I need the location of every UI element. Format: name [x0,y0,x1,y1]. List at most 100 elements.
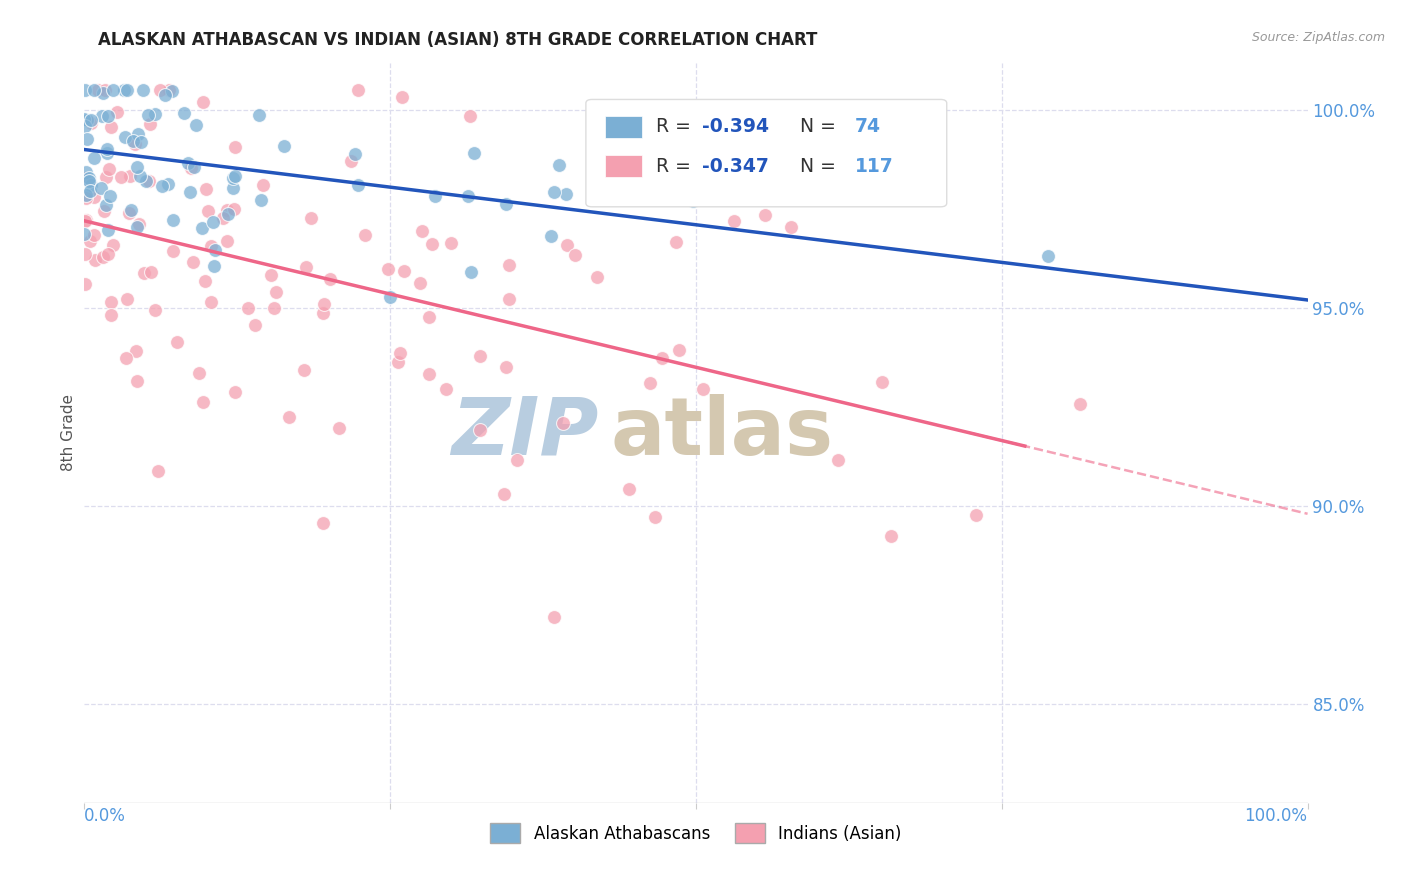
Point [295,260,318,275]
Point [682,194,704,208]
Point [129,135,152,149]
Point [498,292,520,306]
Point [83,253,105,268]
Point [457,189,479,203]
Point [1036,249,1059,263]
Point [191,95,214,109]
Point [120,203,142,218]
Point [90,109,112,123]
Point [555,187,578,202]
Point [644,510,666,524]
Point [180,161,202,175]
Text: N =: N = [787,157,842,176]
Point [468,349,491,363]
Point [83,227,105,242]
Point [495,359,517,374]
Point [779,219,801,234]
Point [125,343,148,358]
Point [224,169,246,184]
Point [617,482,640,496]
Point [97,247,120,261]
Point [418,367,440,381]
Point [388,346,411,360]
Point [222,171,245,186]
Point [105,105,128,120]
Point [75,170,97,185]
Point [83,83,105,97]
Point [83,151,105,165]
Point [76,132,98,146]
Point [79,184,101,198]
Point [183,160,205,174]
Point [97,109,120,123]
Point [80,178,103,192]
Point [506,453,529,467]
Text: R =: R = [655,118,696,136]
Point [420,236,443,251]
Point [553,416,575,430]
Text: 74: 74 [855,118,882,136]
Point [1069,397,1091,411]
Text: 0.0%: 0.0% [84,806,127,825]
Point [264,285,287,299]
Point [273,138,295,153]
Point [75,192,97,206]
Point [328,421,350,435]
Point [247,108,270,122]
Text: -0.394: -0.394 [702,118,769,136]
Point [224,385,246,400]
Point [80,113,103,128]
FancyBboxPatch shape [606,116,643,138]
Point [387,355,409,369]
Point [547,158,569,172]
Point [193,395,215,409]
Point [127,161,149,175]
Point [179,185,201,199]
Point [118,169,141,184]
Point [139,265,162,279]
Point [278,409,301,424]
Text: -0.347: -0.347 [702,157,769,176]
Point [409,276,432,290]
FancyBboxPatch shape [586,99,946,207]
Point [458,110,481,124]
Point [347,178,370,192]
Point [319,272,342,286]
FancyBboxPatch shape [606,155,643,178]
Point [91,250,114,264]
Point [93,204,115,219]
Point [143,302,166,317]
Point [134,266,156,280]
Point [252,178,274,192]
Point [101,83,124,97]
Point [76,113,98,128]
Point [127,127,149,141]
Point [75,214,97,228]
Point [79,234,101,248]
Point [259,268,281,283]
Point [200,238,222,252]
Point [224,140,246,154]
Point [202,260,225,274]
Point [498,258,520,272]
Point [668,343,690,358]
Point [564,248,586,262]
Point [94,83,117,97]
Point [162,212,184,227]
Point [344,147,367,161]
Text: 100.0%: 100.0% [1244,806,1308,825]
Point [112,83,135,97]
Point [138,174,160,188]
Point [222,181,245,195]
Point [75,213,97,227]
Point [80,116,103,130]
Point [492,486,515,500]
Point [143,106,166,120]
Point [96,142,118,156]
Point [299,211,322,225]
Point [127,220,149,235]
Point [870,376,893,390]
Text: 117: 117 [855,157,894,176]
Point [73,277,96,291]
Point [391,89,413,103]
